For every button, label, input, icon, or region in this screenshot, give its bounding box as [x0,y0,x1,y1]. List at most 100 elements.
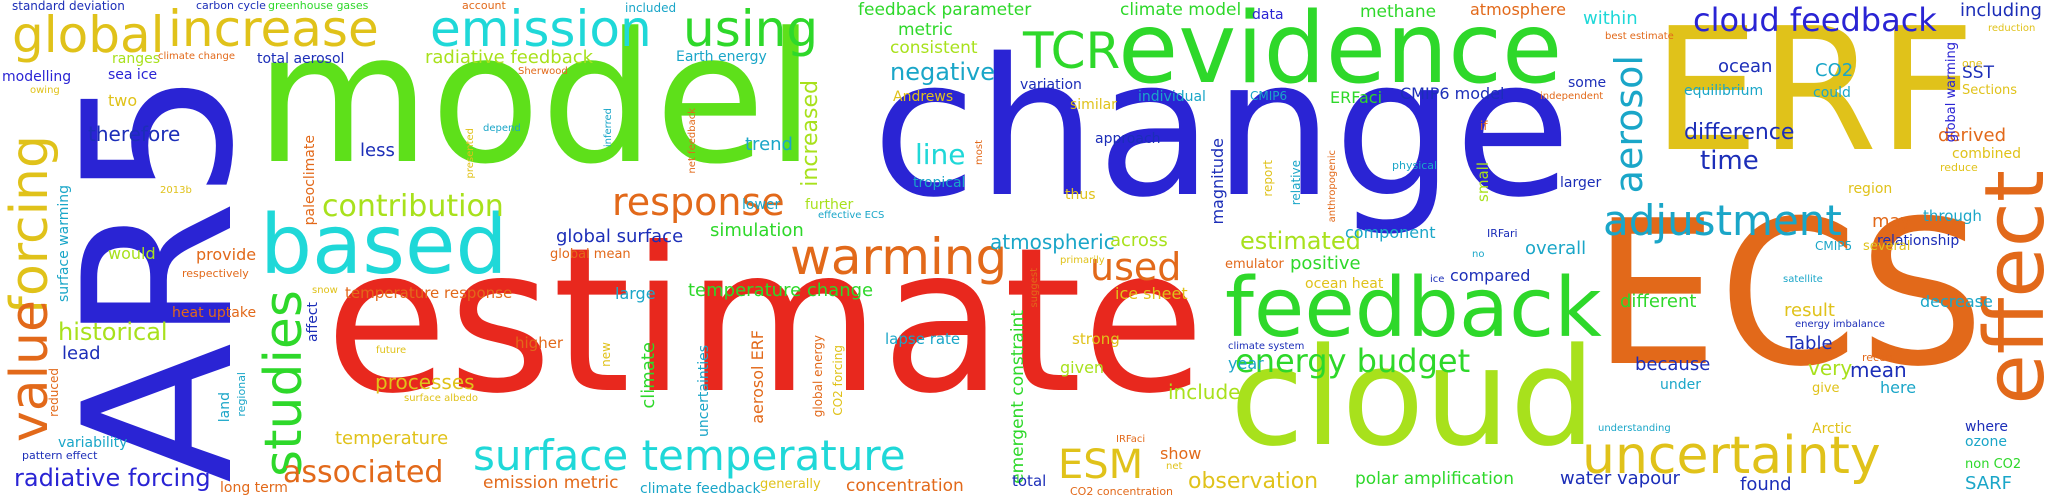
word-global: global [12,6,165,64]
word-provide: provide [196,245,257,264]
word-SARF: SARF [1965,473,2012,494]
word-approach: approach [1095,131,1161,147]
word-IRFari: IRFari [1487,227,1518,240]
word-included: included [625,1,677,15]
word-temperature-change: temperature change [688,280,874,301]
word-effect: effect [1968,170,2048,405]
word-atmosphere: atmosphere [1470,0,1566,19]
word-reduced: reduced [47,368,61,417]
word-Andrews: Andrews [893,89,954,105]
word-response: response [612,180,785,224]
word-difference: difference [1684,120,1795,145]
word-ranges: ranges [112,51,161,67]
word-energy-budget: energy budget [1235,342,1471,380]
word-effective-ECS: effective ECS [818,210,885,221]
word-warming: warming [790,228,1008,286]
word-component: component [1345,223,1436,242]
word-ozone: ozone [1965,434,2007,450]
word-variability: variability [58,435,128,451]
word-show: show [1160,444,1202,463]
word-paleoclimate: paleoclimate [302,135,318,226]
word-year: year [1228,354,1264,373]
word-where: where [1965,419,2008,435]
word-ECS: ECS [1592,178,1985,411]
word-pattern-effect: pattern effect [22,449,98,462]
word-simulation: simulation [710,220,804,241]
word-emergent-constraint: emergent constraint [1008,310,1028,484]
word-result: result [1784,300,1835,321]
word-Table: Table [1786,333,1833,354]
word-cloud-feedback: cloud feedback [1693,1,1937,39]
word-CMIP6: CMIP6 [1250,89,1288,103]
word-total: total [1012,472,1047,490]
word-emission: emission [430,0,652,58]
word-owing: owing [30,85,60,96]
word-under: under [1660,377,1702,393]
word-if: if [1480,119,1488,133]
word-radiative-feedback: radiative feedback [425,47,594,68]
word-presented: presented [465,128,476,179]
word-respectively: respectively [182,267,249,280]
word-ocean-heat: ocean heat [1305,276,1384,292]
word-here: here [1880,378,1917,397]
word-trend: trend [745,134,793,155]
word-individual: individual [1138,89,1206,105]
word-CO2: CO2 [1815,60,1854,81]
word-CO2-concentration: CO2 concentration [1070,485,1174,498]
word-independent: independent [1540,91,1604,102]
word-inferred: inferred [603,108,614,148]
word-large: large [615,284,656,303]
word-physical: physical [1392,159,1438,172]
word-very: very [1808,356,1853,380]
word-net-feedback: net feedback [687,108,698,174]
word-increased: increased [798,80,823,187]
word-satellite: satellite [1783,274,1823,285]
word-lead: lead [62,343,101,364]
word-tropical: tropical [913,175,966,191]
word-evidence: evidence [1118,0,1563,106]
word-two: two [108,91,138,110]
word-Sections: Sections [1962,83,2018,98]
word-generally: generally [760,477,821,492]
word-further: further [805,197,854,213]
word-equilibrium: equilibrium [1684,83,1764,99]
word-model: model [255,0,816,204]
word-processes: processes [375,370,475,394]
word-contribution: contribution [322,189,504,224]
word-depend: depend [483,123,521,134]
word-therefore: therefore [88,122,181,146]
word-could: could [1813,85,1851,101]
word-total-aerosol: total aerosol [257,51,345,67]
word-overall: overall [1525,238,1587,259]
word-water-vapour: water vapour [1560,468,1680,489]
word-including: including [1960,0,2042,21]
word-different: different [1620,291,1697,312]
word-across: across [1110,230,1168,251]
word-standard-deviation: standard deviation [12,0,125,13]
word-compared: compared [1450,266,1531,285]
word-SST: SST [1962,63,1994,83]
word-one: one [1962,57,1983,70]
word-estimate: estimate [325,205,1206,438]
word-CMIP5: CMIP5 [1815,239,1853,253]
word-surface-temperature: surface temperature [473,431,906,480]
word-studies: studies [254,290,314,477]
word-temperature: temperature [335,428,449,449]
word-through: through [1923,207,1982,225]
word-primarily: primarily [1060,255,1105,266]
word-climate-system: climate system [1228,341,1305,352]
word-feedback-parameter: feedback parameter [858,0,1032,20]
word-similar: similar [1070,97,1117,113]
word-some: some [1568,75,1607,91]
word-increase: increase [168,0,379,58]
word-global-warming: global warming [1944,42,1959,143]
word-within: within [1583,8,1638,29]
word-account: account [462,0,506,12]
word-less: less [360,140,395,161]
word-ERFaci: ERFaci [1330,88,1383,107]
word-heat-uptake: heat uptake [172,305,257,321]
word-methane: methane [1360,2,1437,22]
word-data: data [1252,7,1284,23]
word-because: because [1635,354,1711,375]
word-long-term: long term [220,480,288,496]
